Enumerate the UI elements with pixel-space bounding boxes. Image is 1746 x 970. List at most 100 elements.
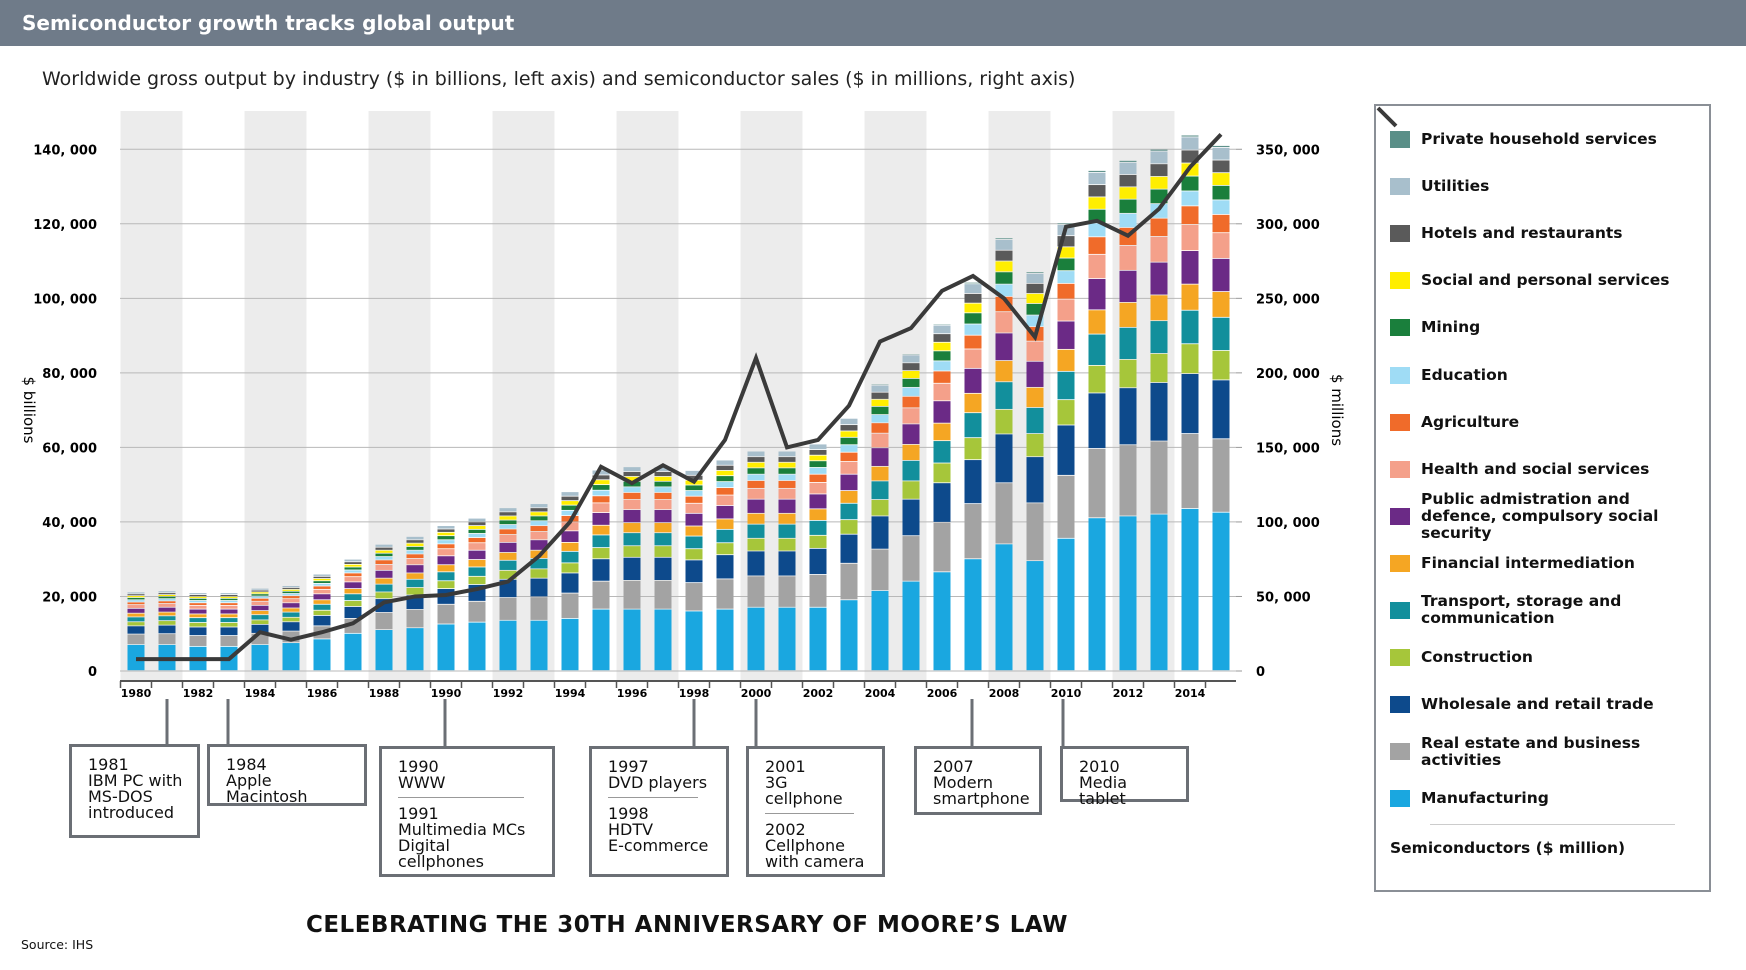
bar-segment <box>1026 361 1044 387</box>
legend-separator <box>1430 824 1675 826</box>
bar-segment <box>654 487 672 493</box>
bar-segment <box>468 543 486 550</box>
bar-segment <box>747 538 765 551</box>
legend-swatch <box>1390 460 1410 478</box>
bar-segment <box>220 609 238 614</box>
bar-segment <box>933 334 951 342</box>
bar-segment <box>437 581 455 589</box>
bar-segment <box>654 476 672 481</box>
bar-segment <box>1026 387 1044 408</box>
bar-segment <box>1150 218 1168 237</box>
bar-segment <box>189 635 207 646</box>
bar-segment <box>1026 433 1044 457</box>
bar-segment <box>1057 400 1075 425</box>
bar-segment <box>437 572 455 581</box>
legend-line <box>1376 106 1398 128</box>
legend-item: Financial intermediation <box>1390 540 1699 587</box>
bar-segment <box>592 496 610 503</box>
bar-segment <box>375 578 393 584</box>
bar-segment <box>840 445 858 452</box>
bar-segment <box>561 492 579 496</box>
bar-segment <box>1181 284 1199 310</box>
bar-segment <box>902 396 920 408</box>
bar-segment <box>964 324 982 335</box>
bar-segment <box>282 631 300 643</box>
bar-segment <box>313 615 331 626</box>
legend-swatch <box>1390 178 1410 196</box>
legend-label: Public admistration and defence, compuls… <box>1421 489 1659 542</box>
bar-segment <box>995 239 1013 250</box>
legend-swatch <box>1390 225 1410 243</box>
annotation-line: 1997 <box>608 757 649 776</box>
bar-segment <box>1150 295 1168 321</box>
bar-segment <box>809 450 827 455</box>
x-tick-label: 1986 <box>307 687 338 700</box>
bar-segment <box>1119 162 1137 175</box>
bar-segment <box>468 529 486 534</box>
legend-item: Construction <box>1390 634 1699 681</box>
bar-segment <box>251 605 269 611</box>
bar-segment <box>995 284 1013 297</box>
bar-segment <box>995 312 1013 333</box>
bar-segment <box>1026 293 1044 304</box>
bar-segment <box>530 578 548 597</box>
bar-segment <box>1057 538 1075 671</box>
bar-segment <box>499 524 517 529</box>
bar-segment <box>871 385 889 392</box>
bar-segment <box>592 525 610 535</box>
bar-segment <box>189 593 207 595</box>
bar-segment <box>375 564 393 570</box>
bar-segment <box>716 555 734 579</box>
bar-segment <box>468 567 486 576</box>
bar-segment <box>1181 191 1199 206</box>
bar-segment <box>592 512 610 525</box>
chart: 0 20, 000 40, 000 60, 000 80, 000 100, 000 120… <box>20 111 1346 746</box>
annotation-box: 1997 DVD players 1998 HDTV E-commerce <box>589 746 729 877</box>
bar-segment <box>468 537 486 543</box>
bar-segment <box>468 550 486 560</box>
bar-segment <box>778 488 796 499</box>
bar-segment <box>964 282 982 284</box>
bar-segment <box>623 487 641 493</box>
bar-segment <box>716 543 734 555</box>
bar-segment <box>809 607 827 671</box>
bar-segment <box>995 434 1013 483</box>
bar-segment <box>747 462 765 468</box>
legend-item: Public admistration and defence, compuls… <box>1390 489 1699 542</box>
bar-segment <box>685 560 703 583</box>
bar-segment <box>685 583 703 611</box>
bar-segment <box>344 594 362 601</box>
bar-segment <box>406 573 424 579</box>
bar-segment <box>561 593 579 619</box>
bar-segment <box>716 579 734 609</box>
bar-segment <box>499 552 517 560</box>
bar-segment <box>623 492 641 500</box>
bar-segment <box>189 598 207 601</box>
annotation-line: E-commerce <box>608 836 709 855</box>
bar-segment <box>561 496 579 501</box>
bar-segment <box>840 491 858 503</box>
bar-segment <box>840 452 858 462</box>
bar-segment <box>902 460 920 481</box>
bar-segment <box>995 272 1013 284</box>
bar-segment <box>933 361 951 371</box>
bar-segment <box>809 461 827 468</box>
bar-segment <box>1088 170 1106 172</box>
bar-segment <box>1119 302 1137 327</box>
bar-segment <box>685 503 703 513</box>
bar-segment <box>220 627 238 636</box>
legend: Private household services Utilities Hotel… <box>1374 104 1711 892</box>
bar-segment <box>282 589 300 591</box>
bar-segment <box>251 644 269 671</box>
bar-segment <box>1026 503 1044 561</box>
bar-segment <box>1212 291 1230 317</box>
bar-segment <box>1119 270 1137 303</box>
bar-segment <box>406 579 424 588</box>
bar-segment <box>964 413 982 438</box>
bar-segment <box>933 483 951 522</box>
annotation-line: Multimedia MCs <box>398 820 526 839</box>
bar-segment <box>375 584 393 592</box>
bar-segment <box>1150 149 1168 151</box>
bar-segment <box>995 360 1013 382</box>
